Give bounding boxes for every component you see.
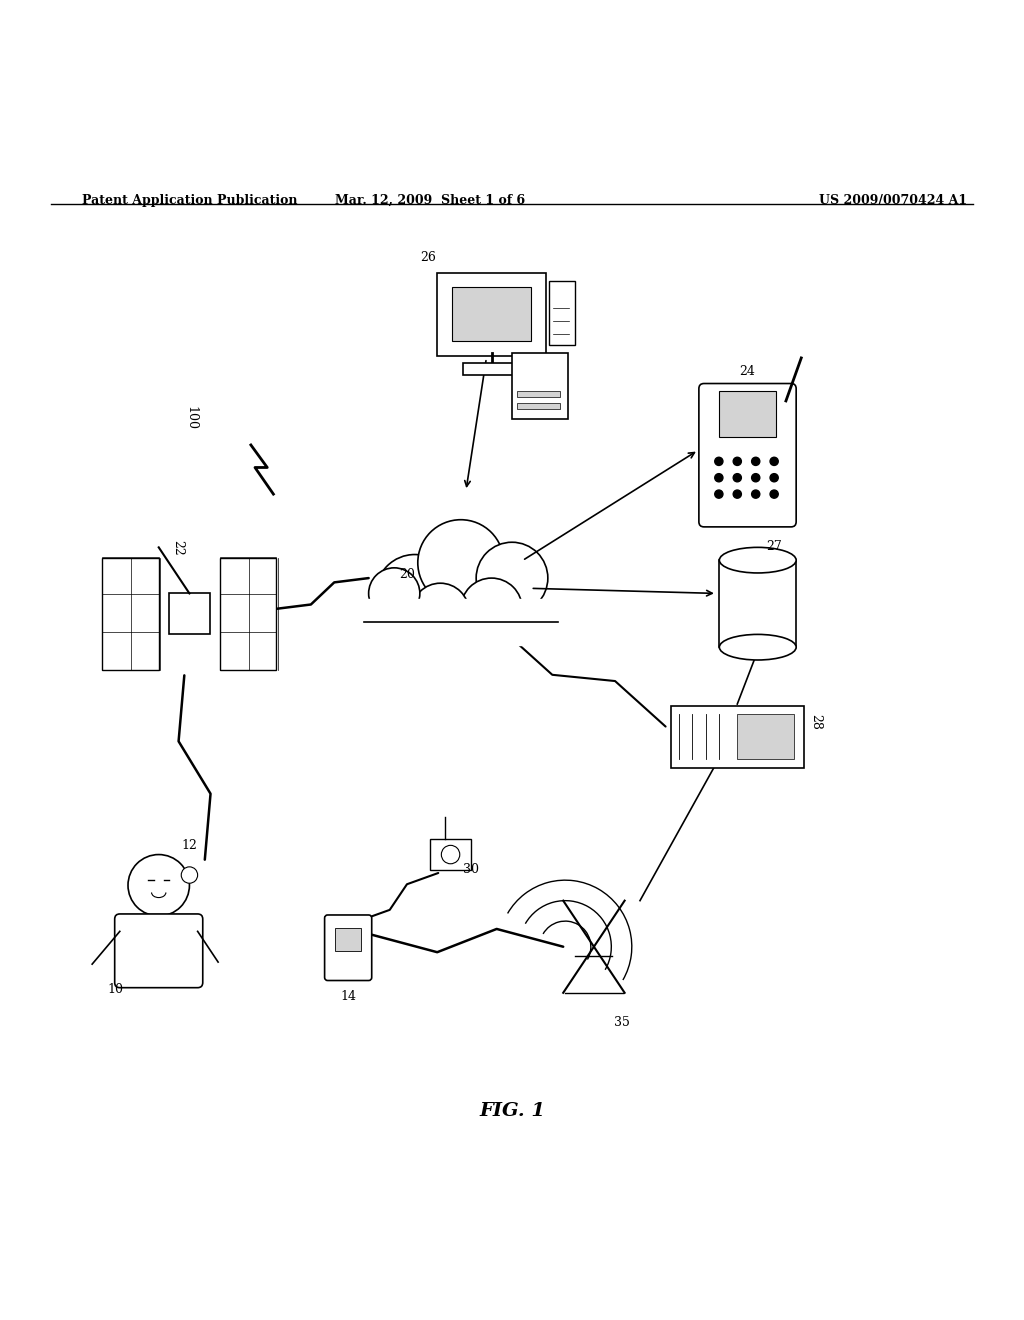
FancyBboxPatch shape (517, 403, 560, 409)
Text: 22: 22 (171, 540, 184, 556)
FancyBboxPatch shape (335, 928, 361, 950)
Circle shape (715, 490, 723, 498)
FancyBboxPatch shape (364, 598, 558, 624)
Text: 26: 26 (420, 251, 436, 264)
FancyBboxPatch shape (698, 384, 797, 527)
Text: 10: 10 (108, 983, 124, 995)
Circle shape (752, 457, 760, 466)
FancyBboxPatch shape (115, 913, 203, 987)
FancyBboxPatch shape (364, 603, 558, 644)
Circle shape (476, 543, 548, 614)
FancyBboxPatch shape (737, 714, 794, 759)
FancyBboxPatch shape (719, 391, 776, 437)
Circle shape (376, 554, 454, 632)
Circle shape (752, 474, 760, 482)
FancyBboxPatch shape (102, 557, 159, 671)
FancyBboxPatch shape (220, 557, 276, 671)
FancyBboxPatch shape (325, 915, 372, 981)
Text: FIG. 1: FIG. 1 (479, 1102, 545, 1119)
FancyBboxPatch shape (671, 706, 804, 767)
Text: Mar. 12, 2009  Sheet 1 of 6: Mar. 12, 2009 Sheet 1 of 6 (335, 194, 525, 207)
Text: 14: 14 (340, 990, 356, 1003)
Text: 28: 28 (809, 714, 822, 730)
FancyBboxPatch shape (512, 352, 568, 420)
Circle shape (733, 490, 741, 498)
Text: US 2009/0070424 A1: US 2009/0070424 A1 (819, 194, 968, 207)
FancyBboxPatch shape (719, 560, 797, 647)
Circle shape (418, 520, 504, 606)
FancyBboxPatch shape (430, 840, 471, 870)
Circle shape (441, 845, 460, 863)
FancyBboxPatch shape (169, 594, 210, 635)
Circle shape (733, 457, 741, 466)
Text: 30: 30 (463, 863, 479, 876)
Text: 100: 100 (184, 405, 198, 429)
Circle shape (770, 457, 778, 466)
Text: 12: 12 (181, 840, 198, 853)
Circle shape (128, 854, 189, 916)
FancyBboxPatch shape (549, 281, 575, 345)
Circle shape (369, 568, 420, 619)
Circle shape (412, 583, 469, 640)
Circle shape (733, 474, 741, 482)
Circle shape (715, 457, 723, 466)
Ellipse shape (719, 635, 797, 660)
Text: 24: 24 (739, 366, 756, 379)
Ellipse shape (719, 548, 797, 573)
FancyBboxPatch shape (463, 363, 520, 375)
Text: 35: 35 (614, 1015, 631, 1028)
Circle shape (461, 578, 522, 639)
Circle shape (770, 490, 778, 498)
Text: 27: 27 (766, 540, 781, 553)
Text: 20: 20 (399, 568, 416, 581)
Text: Patent Application Publication: Patent Application Publication (82, 194, 297, 207)
FancyBboxPatch shape (452, 288, 531, 341)
FancyBboxPatch shape (437, 273, 546, 356)
Circle shape (752, 490, 760, 498)
FancyBboxPatch shape (517, 391, 560, 397)
Circle shape (770, 474, 778, 482)
Circle shape (715, 474, 723, 482)
Circle shape (181, 867, 198, 883)
